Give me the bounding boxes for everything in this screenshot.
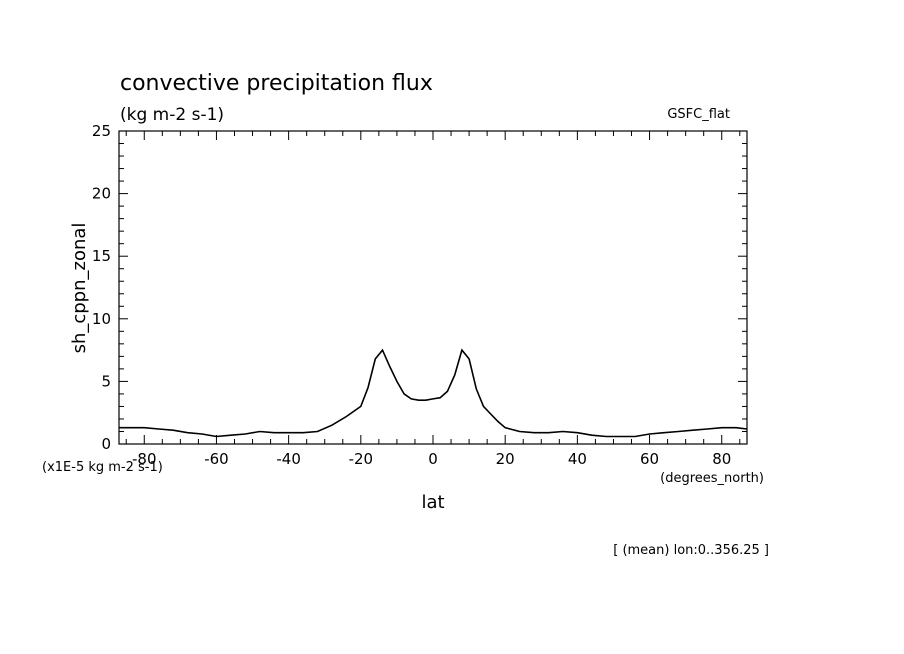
y-tick-label: 10 xyxy=(92,310,111,328)
x-tick-labels: -80 -60 -40 -20 0 20 40 60 80 xyxy=(132,450,731,468)
y-tick-label: 0 xyxy=(101,435,111,453)
x-tick-label: 60 xyxy=(640,450,659,468)
x-tick-label: 40 xyxy=(568,450,587,468)
x-tick-label: 80 xyxy=(712,450,731,468)
series-line xyxy=(119,348,748,438)
plot-frame xyxy=(118,130,748,445)
x-tick-label: -40 xyxy=(276,450,301,468)
model-label: GSFC_flat xyxy=(667,107,730,122)
y-tick-label: 5 xyxy=(101,372,111,390)
y-tick-label: 15 xyxy=(92,247,111,265)
y-tick-label: 25 xyxy=(92,122,111,140)
x-axis-label: lat xyxy=(421,492,444,513)
y-scale-note: (x1E-5 kg m-2 s-1) xyxy=(42,460,163,475)
y-axis-label: sh_cppn_zonal xyxy=(69,223,90,354)
x-tick-label: 20 xyxy=(496,450,515,468)
axis-ticks xyxy=(119,130,747,445)
x-units-label: (degrees_north) xyxy=(660,471,764,486)
footer-note: [ (mean) lon:0..356.25 ] xyxy=(613,543,769,558)
x-tick-label: -80 xyxy=(132,450,157,468)
y-tick-labels: 0 5 10 15 20 25 xyxy=(92,122,111,453)
x-tick-label: -60 xyxy=(204,450,229,468)
x-tick-label: -20 xyxy=(349,450,374,468)
x-tick-label: 0 xyxy=(428,450,438,468)
y-tick-label: 20 xyxy=(92,185,111,203)
chart-title: convective precipitation flux xyxy=(120,71,433,96)
units-label: (kg m-2 s-1) xyxy=(120,105,224,125)
